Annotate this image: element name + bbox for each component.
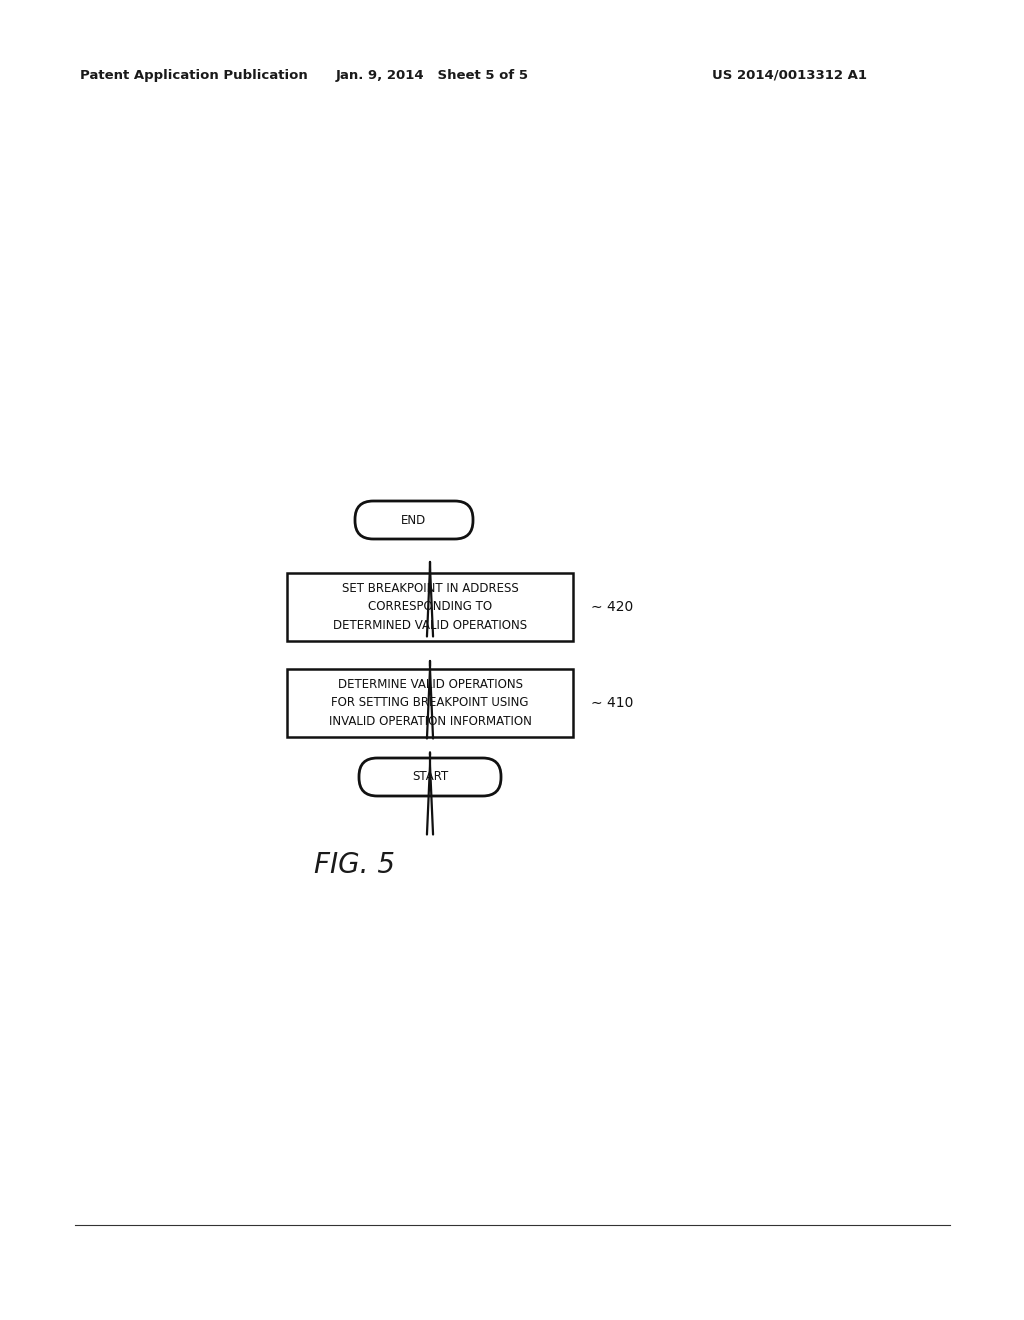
FancyBboxPatch shape bbox=[355, 502, 473, 539]
FancyBboxPatch shape bbox=[287, 573, 573, 642]
FancyBboxPatch shape bbox=[359, 758, 501, 796]
Text: Patent Application Publication: Patent Application Publication bbox=[80, 69, 308, 82]
Text: END: END bbox=[401, 513, 427, 527]
Text: Jan. 9, 2014   Sheet 5 of 5: Jan. 9, 2014 Sheet 5 of 5 bbox=[336, 69, 528, 82]
Text: DETERMINE VALID OPERATIONS
FOR SETTING BREAKPOINT USING
INVALID OPERATION INFORM: DETERMINE VALID OPERATIONS FOR SETTING B… bbox=[329, 678, 531, 729]
Text: FIG. 5: FIG. 5 bbox=[314, 851, 395, 879]
Text: ∼ 410: ∼ 410 bbox=[591, 696, 634, 710]
Text: US 2014/0013312 A1: US 2014/0013312 A1 bbox=[713, 69, 867, 82]
Text: START: START bbox=[412, 771, 449, 784]
Text: ∼ 420: ∼ 420 bbox=[591, 601, 633, 614]
FancyBboxPatch shape bbox=[287, 669, 573, 737]
Text: SET BREAKPOINT IN ADDRESS
CORRESPONDING TO
DETERMINED VALID OPERATIONS: SET BREAKPOINT IN ADDRESS CORRESPONDING … bbox=[333, 582, 527, 632]
